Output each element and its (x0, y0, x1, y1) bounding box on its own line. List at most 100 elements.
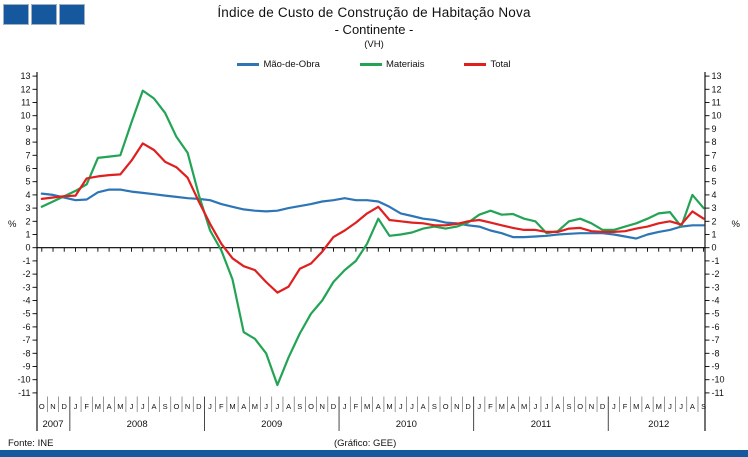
x-month-label: J (612, 402, 616, 411)
y-axis-label-right: 8 (712, 137, 717, 147)
y-axis-label-right: 6 (712, 164, 717, 174)
y-axis-label-left: -6 (22, 322, 30, 332)
x-month-label: A (107, 402, 112, 411)
x-month-label: M (95, 402, 101, 411)
x-year-label: 2008 (127, 419, 148, 430)
y-axis-label-right: -5 (712, 309, 720, 319)
y-axis-label-left: 10 (20, 111, 30, 121)
x-month-label: F (354, 402, 359, 411)
y-axis-label-left: 12 (20, 84, 30, 94)
y-axis-label-left: 4 (25, 190, 30, 200)
y-axis-unit-left: % (8, 219, 17, 230)
x-year-label: 2011 (531, 419, 551, 430)
series-line-Total (40, 142, 705, 294)
y-axis-label-right: -6 (712, 322, 720, 332)
y-axis-label-right: -10 (712, 375, 725, 385)
x-month-label: F (488, 402, 493, 411)
y-axis-label-right: 5 (712, 177, 717, 187)
x-month-label: J (275, 402, 279, 411)
x-month-label: D (331, 402, 337, 411)
logo-square-icon (59, 4, 85, 25)
legend-label: Mão-de-Obra (263, 59, 320, 70)
y-axis-label-left: -2 (22, 269, 30, 279)
chart-unit-note: (VH) (364, 39, 384, 51)
y-axis-label-right: 3 (712, 203, 717, 213)
y-axis-label-left: 9 (25, 124, 30, 134)
x-month-label: A (376, 402, 381, 411)
logo-square-icon (31, 4, 57, 25)
y-axis-label-left: -11 (18, 388, 30, 398)
x-month-label: A (151, 402, 156, 411)
logo-squares (3, 4, 85, 25)
y-axis-label-right: -11 (712, 388, 724, 398)
y-axis-label-left: 5 (25, 177, 30, 187)
x-month-label: J (141, 402, 145, 411)
footer-bar (0, 450, 748, 457)
y-axis-label-right: -7 (712, 335, 720, 345)
y-axis-label-left: -8 (22, 348, 30, 358)
x-month-label: M (117, 402, 123, 411)
x-month-label: O (443, 402, 449, 411)
x-month-label: M (364, 402, 370, 411)
y-axis-label-right: 12 (712, 84, 722, 94)
x-month-label: J (130, 402, 134, 411)
x-month-label: A (241, 402, 246, 411)
x-month-label: J (399, 402, 403, 411)
x-month-label: D (465, 402, 471, 411)
legend-line-swatch-blue-icon (237, 63, 260, 66)
x-month-label: O (308, 402, 314, 411)
x-month-label: J (410, 402, 414, 411)
y-axis-label-right: -8 (712, 348, 720, 358)
x-month-label: D (62, 402, 68, 411)
logo-square-icon (3, 4, 29, 25)
y-axis-label-right: 2 (712, 216, 717, 226)
y-axis-label-left: -4 (22, 296, 30, 306)
y-axis-label-right: -9 (712, 362, 720, 372)
x-month-label: J (545, 402, 549, 411)
chart-legend: Mão-de-Obra Materiais Total (0, 59, 748, 70)
y-axis-label-right: -2 (712, 269, 720, 279)
y-axis-label-right: 4 (712, 190, 717, 200)
y-axis-label-right: 13 (712, 71, 722, 81)
x-month-label: J (668, 402, 672, 411)
x-year-label: 2012 (648, 419, 669, 430)
y-axis-label-left: 1 (25, 230, 30, 240)
x-month-label: J (679, 402, 683, 411)
x-month-label: M (656, 402, 662, 411)
y-axis-unit-right: % (732, 219, 741, 230)
y-axis-label-right: -4 (712, 296, 720, 306)
y-axis-label-right: 9 (712, 124, 717, 134)
y-axis-label-left: 8 (25, 137, 30, 147)
chart-title: Índice de Custo de Construção de Habitaç… (217, 5, 531, 20)
x-month-label: F (623, 402, 628, 411)
y-axis-label-right: -3 (712, 282, 720, 292)
x-month-label: N (50, 402, 55, 411)
x-year-label: 2010 (396, 419, 417, 430)
x-month-label: A (286, 402, 291, 411)
x-month-label: S (701, 402, 706, 411)
x-month-label: A (510, 402, 515, 411)
y-axis-label-left: -5 (22, 309, 30, 319)
y-axis-label-right: 7 (712, 150, 717, 160)
y-axis-label-left: 7 (25, 150, 30, 160)
y-axis-label-left: 2 (25, 216, 30, 226)
x-month-label: M (633, 402, 639, 411)
y-axis-label-left: 0 (25, 243, 30, 253)
x-month-label: A (555, 402, 560, 411)
y-axis-label-left: 3 (25, 203, 30, 213)
x-year-label: 2009 (261, 419, 282, 430)
y-axis-label-left: -3 (22, 282, 30, 292)
x-month-label: A (645, 402, 650, 411)
x-month-label: J (477, 402, 481, 411)
x-month-label: N (454, 402, 459, 411)
x-month-label: M (499, 402, 505, 411)
x-month-label: N (185, 402, 190, 411)
x-month-label: A (421, 402, 426, 411)
y-axis-label-left: -1 (22, 256, 30, 266)
y-axis-label-left: -7 (22, 335, 30, 345)
x-month-label: S (432, 402, 437, 411)
y-axis-label-left: 11 (21, 98, 30, 108)
y-axis-label-left: -10 (17, 375, 30, 385)
